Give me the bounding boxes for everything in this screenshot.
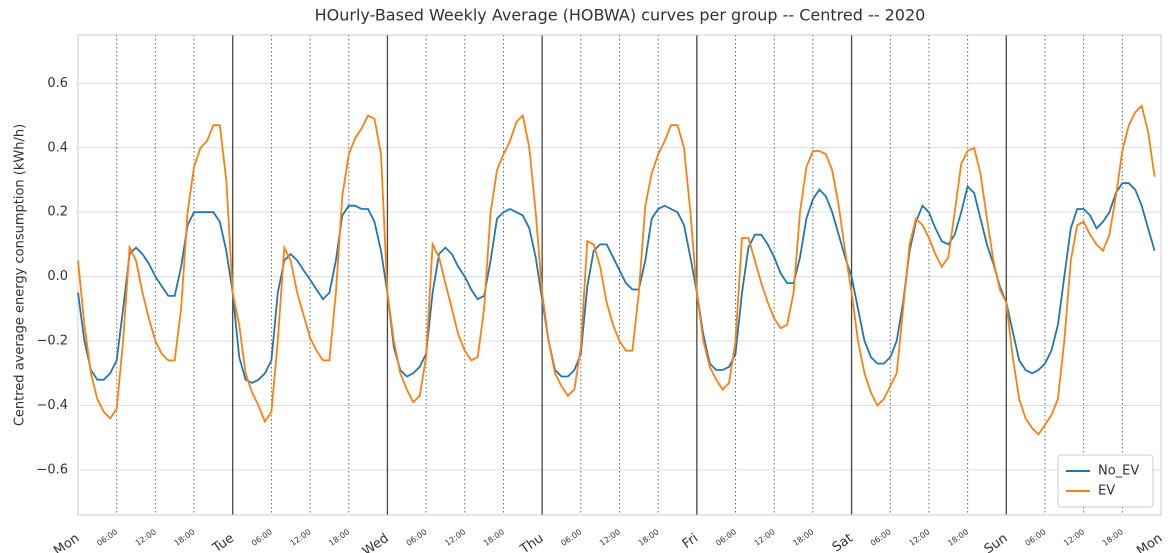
y-tick-label: −0.4: [36, 398, 68, 413]
x-tick-label: Mon: [1134, 531, 1165, 553]
x-tick-label: 06:00: [559, 527, 583, 548]
legend: No_EV EV: [1057, 454, 1154, 508]
x-tick-label: 06:00: [869, 527, 893, 548]
y-tick-label: 0.2: [47, 205, 68, 220]
x-tick-label: 12:00: [289, 527, 313, 548]
x-tick-label: 18:00: [482, 527, 506, 548]
x-tick-label: 12:00: [443, 527, 467, 548]
x-tick-label: 12:00: [753, 527, 777, 548]
legend-box: [1057, 454, 1154, 508]
x-tick-label: 06:00: [405, 527, 429, 548]
legend-label: No_EV: [1098, 464, 1139, 479]
x-tick-label: Sat: [830, 531, 856, 553]
x-tick-label: 06:00: [1023, 527, 1047, 548]
line-series: [77, 104, 1156, 436]
x-tick-label: Thu: [517, 531, 546, 553]
plot-frame: [77, 34, 1162, 516]
x-tick-label: Fri: [680, 531, 701, 552]
x-tick-label: 12:00: [1062, 527, 1086, 548]
y-axis-label: Centred average energy consumption (kWh/…: [13, 124, 28, 426]
y-tick-label: −0.6: [36, 462, 68, 477]
x-tick-label: 06:00: [250, 527, 274, 548]
x-tick-label: Mon: [51, 531, 82, 553]
y-tick-label: 0.6: [47, 76, 68, 91]
x-tick-label: 12:00: [134, 527, 158, 548]
x-tick-label: 06:00: [95, 527, 119, 548]
x-tick-label: 18:00: [173, 527, 197, 548]
x-tick-label: Sun: [982, 531, 1011, 553]
x-tick-label: 18:00: [327, 527, 351, 548]
y-tick-label: 0.0: [47, 269, 68, 284]
x-tick-label: 12:00: [598, 527, 622, 548]
x-tick-label: 18:00: [791, 527, 815, 548]
x-tick-label: Tue: [209, 531, 237, 553]
x-tick-label: Wed: [360, 531, 392, 553]
x-tick-label: 12:00: [907, 527, 931, 548]
y-tick-label: −0.2: [36, 334, 68, 349]
x-tick-label: 18:00: [1101, 527, 1125, 548]
legend-label: EV: [1098, 484, 1115, 499]
x-tick-label: 06:00: [714, 527, 738, 548]
x-tick-label: 18:00: [637, 527, 661, 548]
x-tick-label: 18:00: [946, 527, 970, 548]
chart-title: HOurly-Based Weekly Average (HOBWA) curv…: [315, 6, 926, 25]
line-series: [77, 182, 1156, 384]
y-tick-label: 0.4: [47, 140, 68, 155]
